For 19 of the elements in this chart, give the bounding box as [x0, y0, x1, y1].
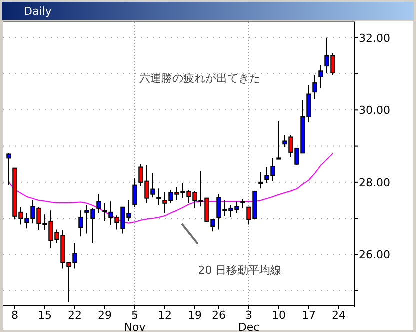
y-tick-label: 30.00 [359, 104, 390, 118]
annotation: 六連勝の疲れが出てきた [140, 72, 260, 85]
annotation: 20 日移動平均線 [198, 264, 282, 277]
x-tick-label: 12 [158, 309, 172, 322]
x-tick-label: 3 Dec [238, 309, 260, 332]
x-tick-label: 26 [212, 309, 226, 322]
x-tick-label: 15 [38, 309, 52, 322]
x-tick-label: 22 [68, 309, 82, 322]
x-tick-label: 24 [332, 309, 346, 322]
x-tick-label: 8 [12, 309, 18, 322]
x-tick-label: 5 Nov [124, 309, 146, 332]
x-tick-label: 17 [302, 309, 316, 322]
y-tick-label: 28.00 [359, 176, 390, 190]
x-tick-label: 29 [98, 309, 112, 322]
x-tick-label: 19 [188, 309, 202, 322]
y-tick-label: 32.00 [359, 32, 390, 45]
title: Daily [24, 5, 52, 18]
y-tick-label: 26.00 [359, 248, 390, 262]
x-tick-label: 10 [272, 309, 286, 322]
